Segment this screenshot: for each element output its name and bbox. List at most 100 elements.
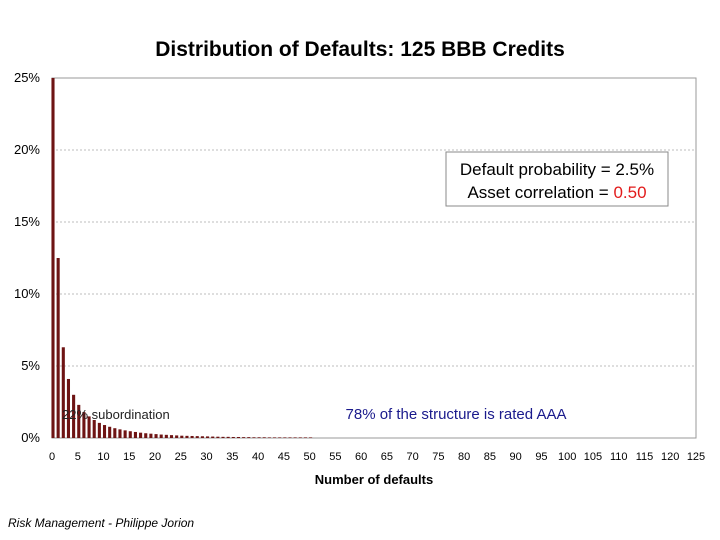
x-tick-label: 100 [558,451,576,463]
bar [185,435,189,438]
bar [175,435,179,438]
bar [267,437,271,438]
x-tick-label: 105 [584,451,602,463]
y-tick-label: 15% [14,214,40,229]
bar [102,425,107,438]
bar [247,437,251,438]
bar [118,429,122,438]
bar [66,378,71,438]
bar [221,436,225,438]
bar [82,412,86,438]
x-tick-label: 70 [407,451,419,463]
bar [303,437,307,438]
x-tick-label: 5 [75,451,81,463]
bar [56,258,60,438]
bar [278,437,282,438]
x-tick-label: 125 [687,451,705,463]
x-tick-label: 95 [535,451,547,463]
bar [159,434,163,438]
bar [128,431,132,438]
bar [262,437,266,438]
bar [242,437,246,438]
plot-area [51,77,697,439]
bar [216,436,220,438]
legend-box: Default probability = 2.5% Asset correla… [445,151,669,207]
bar [154,434,158,438]
bar [236,436,241,438]
bars [51,78,313,438]
legend-correlation-value: 0.50 [613,183,646,202]
x-tick-label: 30 [200,451,212,463]
bar [283,437,287,438]
bar [139,432,143,438]
y-tick-label: 0% [21,430,40,445]
bar [169,435,174,438]
bar [257,437,261,438]
x-tick-label: 45 [278,451,290,463]
bar [97,422,101,438]
x-tick-label: 15 [123,451,135,463]
bar [61,347,65,438]
x-tick-label: 55 [329,451,341,463]
x-tick-label: 10 [97,451,109,463]
legend-correlation-label: Asset correlation = [467,183,613,202]
y-tick-label: 20% [14,142,40,157]
legend-default-probability: Default probability = 2.5% [460,160,654,179]
x-tick-label: 115 [636,451,654,463]
x-tick-label: 0 [49,451,55,463]
bar [164,434,168,438]
x-tick-label: 40 [252,451,264,463]
x-tick-label: 75 [432,451,444,463]
bar [133,431,137,438]
grid-lines [52,149,696,367]
bar [180,435,184,438]
chart-title: Distribution of Defaults: 125 BBB Credit… [155,38,565,61]
x-tick-label: 85 [484,451,496,463]
y-tick-label: 10% [14,286,40,301]
x-tick-label: 65 [381,451,393,463]
x-tick-label: 80 [458,451,470,463]
bar [200,436,204,438]
bar [288,437,292,438]
subordination-annotation: 22% subordination [62,407,170,422]
bar [108,426,112,438]
x-tick-label: 35 [226,451,238,463]
x-axis-label: Number of defaults [315,472,433,487]
x-tick-label: 50 [303,451,315,463]
bar [149,433,153,438]
footer-credit: Risk Management - Philippe Jorion [8,516,195,530]
x-tick-label: 20 [149,451,161,463]
bar [272,437,277,438]
bar [87,416,91,438]
bar [190,435,194,438]
bar [113,428,117,438]
bar [231,436,235,438]
bar [206,436,210,438]
bar [298,437,302,438]
bar [77,404,81,438]
x-tick-label: 110 [610,451,628,463]
bar [123,430,127,438]
x-tick-label: 25 [175,451,187,463]
bar [72,394,76,438]
bar [144,433,148,438]
bar [252,437,256,438]
x-tick-label: 120 [661,451,679,463]
y-tick-label: 25% [14,70,40,85]
bar [92,420,96,438]
bar [211,436,215,438]
bar [51,78,55,438]
y-axis-ticks: 0% 5% 10% 15% 20% 25% [14,70,40,445]
x-tick-label: 90 [510,451,522,463]
bar [293,437,297,438]
x-tick-label: 60 [355,451,367,463]
bar [226,436,230,438]
y-tick-label: 5% [21,358,40,373]
bar [195,436,199,438]
legend-asset-correlation: Asset correlation = 0.50 [467,183,646,202]
aaa-annotation: 78% of the structure is rated AAA [346,406,567,423]
legend-border [445,151,669,207]
x-axis-ticks: 0 5 10 15 20 25 30 35 40 45 50 55 60 65 70 75 80 85 90 95 10… [49,451,705,463]
bar [309,437,313,438]
